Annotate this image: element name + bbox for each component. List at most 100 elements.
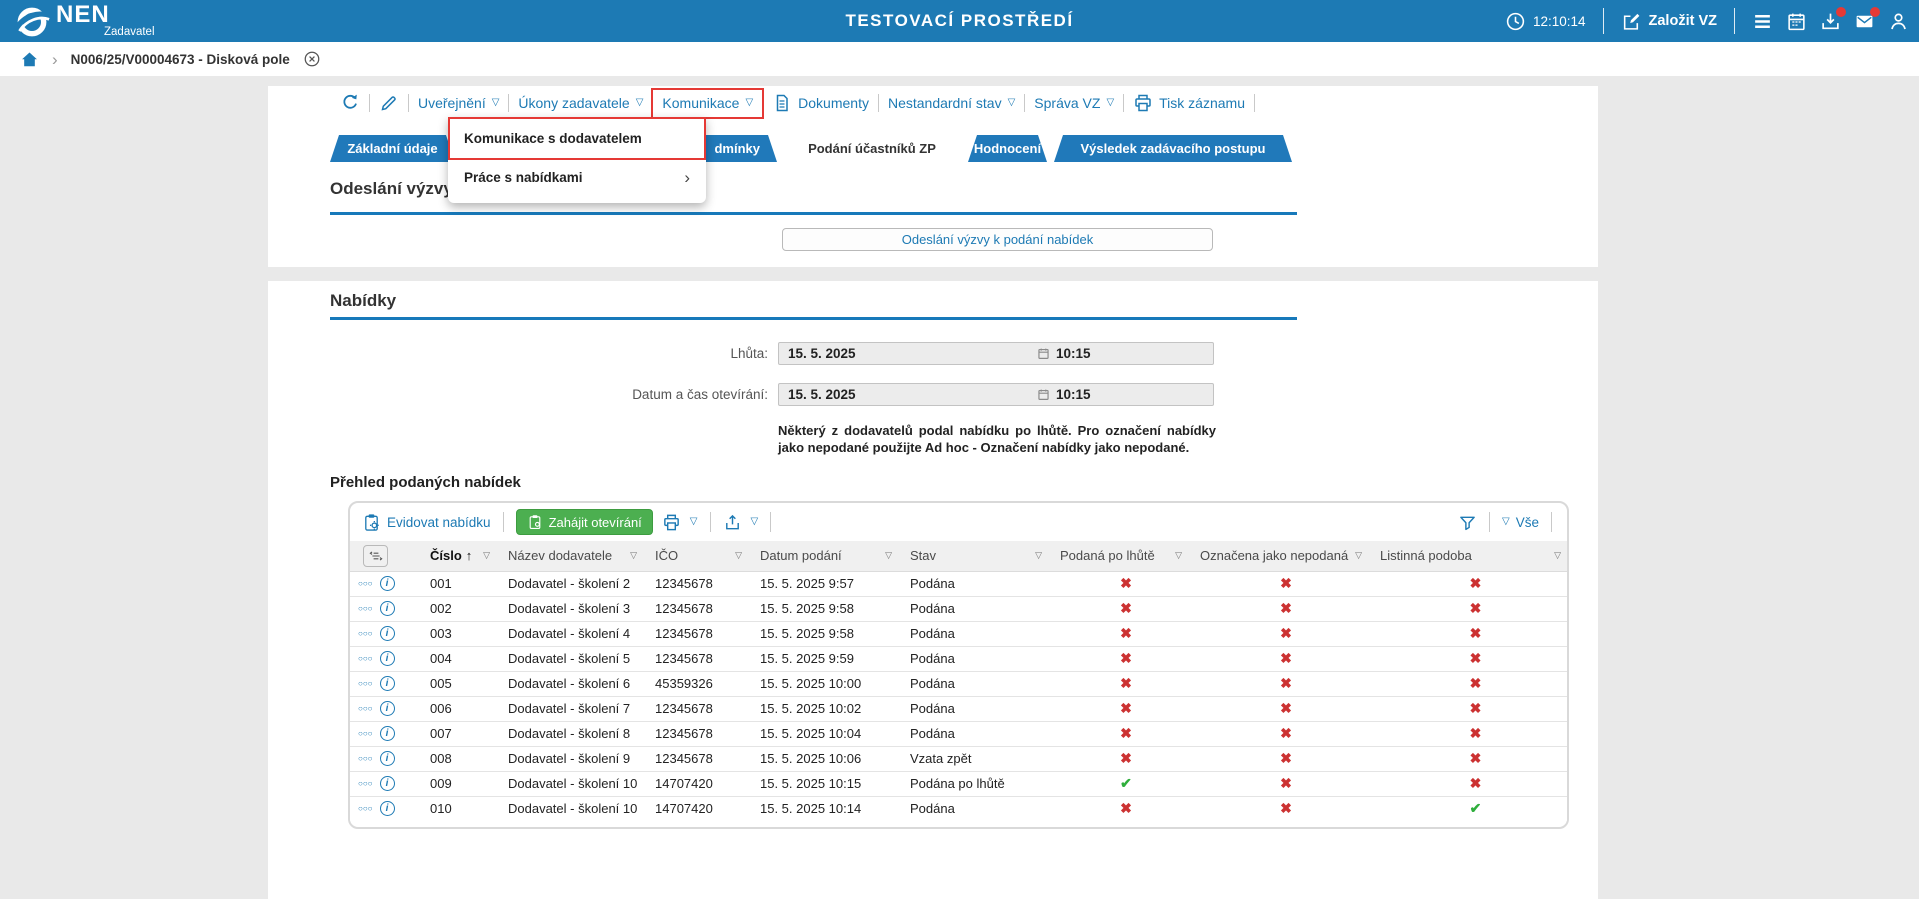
tab-hodnoceni[interactable]: Hodnocení [968,135,1047,162]
column-settings-icon[interactable] [363,544,388,567]
printer-icon [1135,94,1151,112]
column-filter-icon[interactable]: ▽ [1175,550,1182,561]
cell-datum-podani: 15. 5. 2025 9:57 [760,576,854,591]
cross-icon: ✖ [1280,775,1292,791]
send-call-button[interactable]: Odeslání výzvy k podání nabídek [782,228,1213,251]
table-row[interactable]: ○○○ i 007 Dodavatel - školení 8 12345678 15. … [350,721,1567,746]
toolbar-item-dokumenty[interactable]: Dokumenty [772,93,869,113]
column-label: Podaná po lhůtě [1060,548,1155,564]
table-row[interactable]: ○○○ i 005 Dodavatel - školení 6 45359326 15. … [350,671,1567,696]
column-header-stav[interactable]: Stav ▽ [902,541,1052,572]
row-actions-icon[interactable]: ○○○ [358,629,373,638]
edit-icon[interactable] [379,93,399,113]
cell-datum-podani: 15. 5. 2025 9:58 [760,626,854,641]
column-filter-icon[interactable]: ▽ [1355,550,1362,561]
chevron-down-icon[interactable]: ▽ [689,516,698,527]
column-filter-icon[interactable]: ▽ [885,550,892,561]
toolbar-item-sprava-vz[interactable]: Správa VZ ▽ [1034,95,1114,111]
column-label: Listinná podoba [1380,548,1472,564]
menu-item-komunikace-s-dodavatelem[interactable]: Komunikace s dodavatelem [448,119,706,158]
table-row[interactable]: ○○○ i 006 Dodavatel - školení 7 12345678 15. … [350,696,1567,721]
row-actions-icon[interactable]: ○○○ [358,804,373,813]
row-actions-icon[interactable]: ○○○ [358,729,373,738]
export-icon[interactable] [723,513,742,532]
column-filter-icon[interactable]: ▽ [483,550,490,561]
table-row[interactable]: ○○○ i 003 Dodavatel - školení 4 12345678 15. … [350,621,1567,646]
chevron-down-icon: ▽ [745,97,754,108]
row-actions-icon[interactable]: ○○○ [358,604,373,613]
table-row[interactable]: ○○○ i 004 Dodavatel - školení 5 12345678 15. … [350,646,1567,671]
calendar-button[interactable] [1786,11,1807,32]
table-row[interactable]: ○○○ i 010 Dodavatel - školení 10 14707420 15.… [350,796,1567,821]
toolbar-item-nestandardni-stav[interactable]: Nestandardní stav ▽ [888,95,1015,111]
row-actions-icon[interactable]: ○○○ [358,654,373,663]
chevron-down-icon: ▽ [1106,97,1115,108]
cell-oznacena-jako-nepodana: ✖ [1192,746,1372,771]
info-icon[interactable]: i [379,601,395,616]
nen-logo[interactable]: NEN Zadavatel [14,2,155,40]
row-actions-icon[interactable]: ○○○ [358,704,373,713]
info-icon[interactable]: i [379,576,395,591]
column-filter-icon[interactable]: ▽ [1554,550,1561,561]
toolbar-item-ukony-zadavatele[interactable]: Úkony zadavatele ▽ [518,95,643,111]
printer-icon[interactable] [662,513,681,532]
info-icon[interactable]: i [379,701,395,716]
profile-button[interactable] [1888,11,1909,32]
cross-icon: ✖ [1280,650,1292,666]
column-filter-icon[interactable]: ▽ [735,550,742,561]
info-icon[interactable]: i [379,726,395,741]
cross-icon: ✖ [1469,575,1482,591]
info-icon[interactable]: i [379,776,395,791]
column-header-nepodana[interactable]: Označena jako nepodaná ▽ [1192,541,1372,572]
column-filter-icon[interactable]: ▽ [1035,550,1042,561]
info-icon[interactable]: i [379,751,395,766]
table-row[interactable]: ○○○ i 008 Dodavatel - školení 9 12345678 15. … [350,746,1567,771]
info-icon[interactable]: i [379,801,395,816]
table-row[interactable]: ○○○ i 002 Dodavatel - školení 3 12345678 15. … [350,596,1567,621]
row-actions-icon[interactable]: ○○○ [358,579,373,588]
home-icon[interactable] [20,50,39,69]
chevron-down-icon[interactable]: ▽ [750,516,759,527]
column-header-listinna[interactable]: Listinná podoba ▽ [1372,541,1567,572]
chevron-down-icon: ▽ [1007,97,1016,108]
column-header-cislo[interactable]: Číslo ↑ ▽ [422,541,500,572]
info-icon[interactable]: i [379,626,395,641]
tab-zakladni-udaje[interactable]: Základní údaje [330,135,455,162]
clock-icon [1506,12,1525,30]
cell-datum-podani: 15. 5. 2025 10:00 [760,676,862,691]
tab-podani-ucastniku-zp[interactable]: Podání účastníků ZP [783,135,961,162]
cell-stav: Podána [910,626,955,641]
column-header-ico[interactable]: IČO ▽ [647,541,752,572]
close-record-icon[interactable] [303,50,321,68]
info-icon[interactable]: i [379,651,395,666]
toolbar-item-tisk-zaznamu[interactable]: Tisk záznamu [1133,93,1245,113]
menu-item-prace-s-nabidkami[interactable]: Práce s nabídkami › [448,158,706,197]
column-filter-icon[interactable]: ▽ [630,550,637,561]
row-actions-icon[interactable]: ○○○ [358,754,373,763]
create-vz-button[interactable]: Založit VZ [1621,11,1717,32]
downloads-button[interactable] [1820,6,1846,32]
cell-datum-podani: 15. 5. 2025 10:06 [760,751,862,766]
filter-funnel-icon[interactable] [1458,513,1477,532]
row-actions-icon[interactable]: ○○○ [358,679,373,688]
menu-button[interactable] [1752,11,1773,32]
filter-preset-vse[interactable]: ▽ Vše [1502,515,1539,530]
evidovat-nabidku-button[interactable]: Evidovat nabídku [362,513,491,532]
column-header-nazev[interactable]: Název dodavatele ▽ [500,541,647,572]
toolbar-item-uverejneni[interactable]: Uveřejnění ▽ [418,95,499,111]
late-offer-warning: Některý z dodavatelů podal nabídku po lh… [778,423,1216,455]
info-icon[interactable]: i [379,676,395,691]
tab-vysledek[interactable]: Výsledek zadávacího postupu [1054,135,1292,162]
lhuta-time: 10:15 [1056,345,1091,361]
offers-table-panel: Evidovat nabídku Zahájit otevírání ▽ ▽ ▽… [348,501,1569,829]
table-row[interactable]: ○○○ i 001 Dodavatel - školení 2 12345678 15. … [350,571,1567,596]
messages-button[interactable] [1854,6,1880,32]
column-header-po-lhute[interactable]: Podaná po lhůtě ▽ [1052,541,1192,572]
refresh-icon[interactable] [340,93,360,113]
row-actions-icon[interactable]: ○○○ [358,779,373,788]
table-row[interactable]: ○○○ i 009 Dodavatel - školení 10 14707420 15.… [350,771,1567,796]
cell-ico: 12345678 [655,601,713,616]
column-header-datum[interactable]: Datum podání ▽ [752,541,902,572]
zahajit-oteviani-button[interactable]: Zahájit otevírání [515,509,653,535]
toolbar-item-komunikace[interactable]: Komunikace ▽ [651,88,765,119]
